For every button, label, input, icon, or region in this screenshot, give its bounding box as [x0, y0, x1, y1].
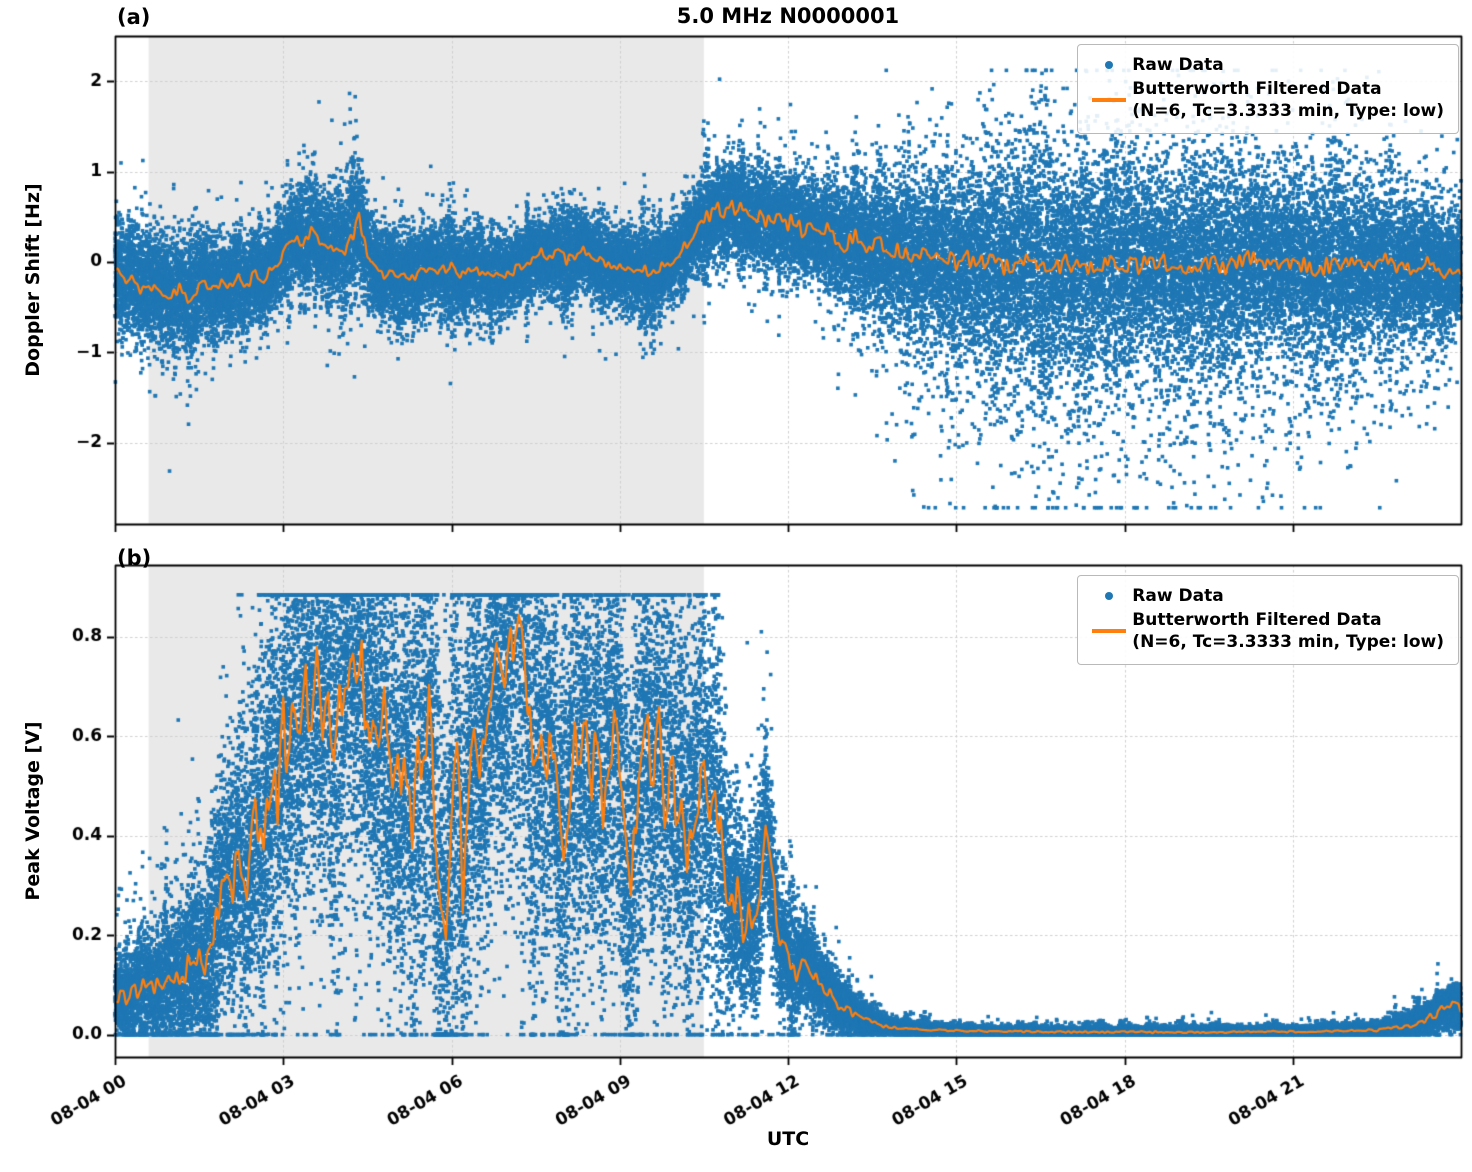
legend-filtered-params: (N=6, Tc=3.3333 min, Type: low): [1132, 632, 1444, 653]
filtered-line-marker-icon: [1092, 98, 1127, 102]
legend-panel-b: Raw Data Butterworth Filtered Data (N=6,…: [1077, 575, 1459, 666]
legend-filtered-params: (N=6, Tc=3.3333 min, Type: low): [1132, 101, 1444, 122]
legend-panel-a: Raw Data Butterworth Filtered Data (N=6,…: [1077, 44, 1459, 135]
legend-filtered-label: Butterworth Filtered Data: [1132, 610, 1382, 631]
legend-raw-label: Raw Data: [1132, 586, 1224, 606]
legend-filtered-label: Butterworth Filtered Data: [1132, 79, 1382, 100]
legend-entry-raw: Raw Data: [1086, 585, 1444, 607]
raw-data-marker-icon: [1105, 592, 1114, 601]
raw-data-marker-icon: [1105, 61, 1114, 70]
legend-entry-filtered: Butterworth Filtered Data (N=6, Tc=3.333…: [1086, 78, 1444, 122]
legend-entry-raw: Raw Data: [1086, 54, 1444, 76]
legend-entry-filtered: Butterworth Filtered Data (N=6, Tc=3.333…: [1086, 609, 1444, 653]
legend-raw-label: Raw Data: [1132, 55, 1224, 75]
filtered-line-marker-icon: [1092, 629, 1127, 633]
